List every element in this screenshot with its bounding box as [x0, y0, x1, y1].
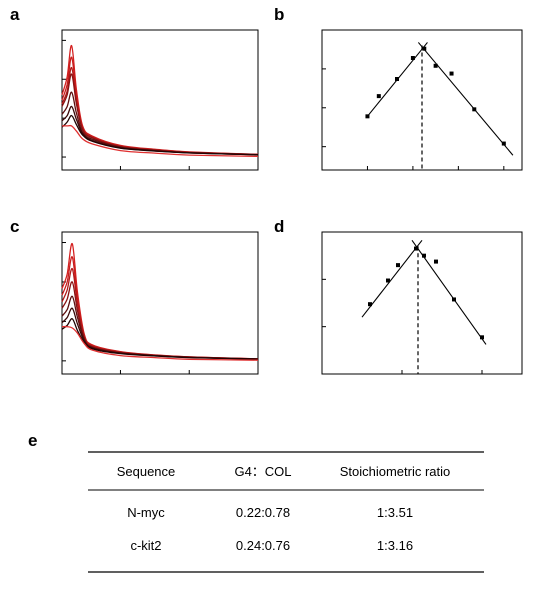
spectrum-series-2	[61, 268, 259, 360]
table-cell-r1-c0: c-kit2	[130, 538, 161, 553]
table-header-ratio: G4：COL	[234, 464, 291, 479]
data-point	[386, 278, 390, 283]
table-cell-r1-c2: 1:3.16	[377, 538, 413, 553]
chart-c	[61, 231, 259, 375]
panel-label-d: d	[274, 217, 284, 236]
data-point	[414, 246, 418, 251]
chart-d	[321, 231, 523, 375]
data-point	[433, 63, 438, 68]
panel-a: a	[10, 5, 259, 171]
spectrum-series-7	[61, 325, 259, 361]
data-point	[422, 253, 426, 258]
spectrum-series-3	[61, 73, 259, 156]
data-point	[452, 297, 456, 302]
panel-label-e: e	[28, 431, 37, 450]
panel-d: d	[274, 217, 523, 375]
spectrum-series-5	[61, 307, 259, 360]
spectrum-series-6	[61, 114, 259, 156]
chart-b	[321, 29, 523, 171]
data-point	[410, 56, 415, 60]
spectrum-series-1	[61, 256, 259, 360]
data-point	[368, 302, 372, 307]
spectrum-series-4	[61, 91, 259, 156]
table-header-stoichiometric: Stoichiometric ratio	[340, 464, 451, 479]
chart-a	[61, 29, 259, 171]
plot-frame-c	[61, 231, 259, 375]
data-point	[434, 259, 438, 264]
data-point	[365, 114, 370, 119]
spectrum-series-6	[61, 318, 259, 360]
table-cell-r0-c0: N-myc	[127, 505, 165, 520]
table-cell-r1-c1: 0.24:0.76	[236, 538, 290, 553]
table-cell-r0-c2: 1:3.51	[377, 505, 413, 520]
spectrum-series-7	[62, 124, 259, 158]
plot-frame-a	[61, 29, 259, 171]
spectrum-series-5	[61, 105, 259, 156]
table-header-sequence: Sequence	[117, 464, 176, 479]
panel-label-a: a	[10, 5, 20, 24]
panel-e: e Sequence G4：COL Stoichiometric ratio N…	[28, 431, 484, 573]
fit-line-1	[417, 42, 514, 156]
data-point	[376, 94, 381, 99]
data-point	[395, 77, 399, 81]
data-point	[480, 335, 484, 340]
plot-frame-d	[321, 231, 523, 375]
data-point	[422, 46, 427, 51]
panel-b: b	[274, 5, 523, 171]
data-point	[501, 141, 506, 146]
data-point	[449, 71, 454, 76]
plot-frame-b	[321, 29, 523, 171]
data-point	[396, 263, 400, 268]
panel-label-b: b	[274, 5, 284, 24]
panel-c: c	[10, 217, 259, 375]
spectrum-series-0	[61, 243, 259, 360]
panel-label-c: c	[10, 217, 19, 236]
table-cell-r0-c1: 0.22:0.78	[236, 505, 290, 520]
data-point	[472, 107, 477, 112]
